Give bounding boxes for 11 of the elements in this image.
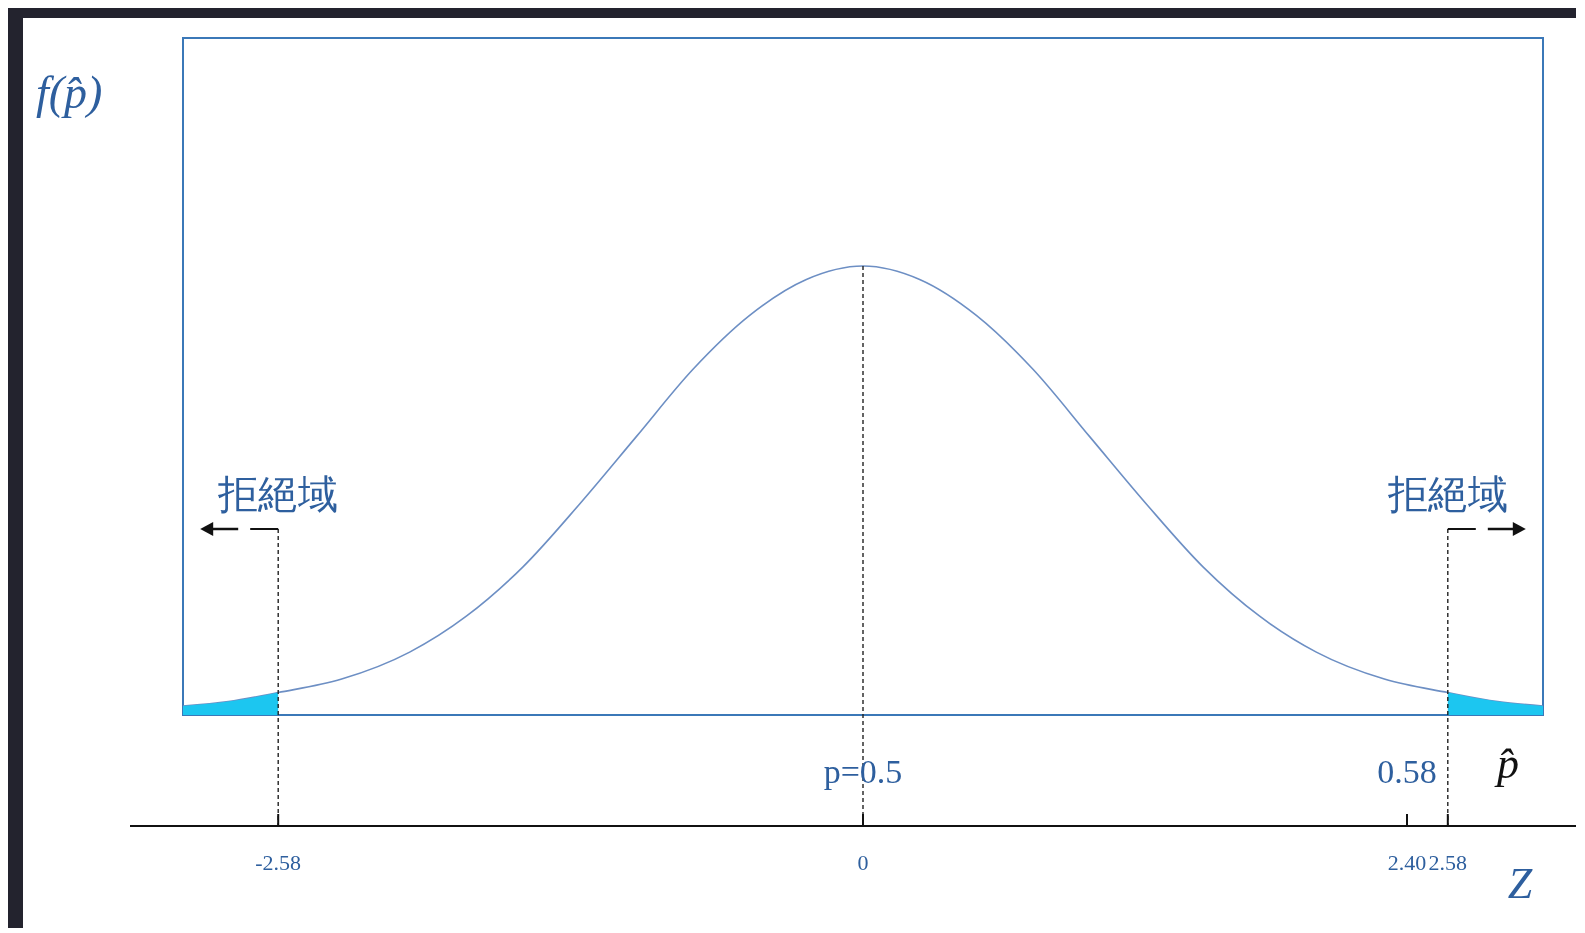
ref-line-label: 拒絕域 xyxy=(1386,471,1508,517)
y-axis-title: f(p̂) xyxy=(36,67,103,118)
x2-tick-label: p=0.5 xyxy=(823,753,903,790)
x-tick-label: 0 xyxy=(857,850,869,875)
x-tick-label: -2.58 xyxy=(255,850,302,875)
x-tick-label: 2.58 xyxy=(1428,850,1468,875)
x-axis-title: Z xyxy=(1507,859,1533,908)
x-tick-label: 2.40 xyxy=(1387,850,1427,875)
x2-tick-label: 0.58 xyxy=(1377,753,1437,790)
x2-axis-title: p̂ xyxy=(1494,739,1519,788)
ref-line-label: 拒絕域 xyxy=(217,471,339,517)
